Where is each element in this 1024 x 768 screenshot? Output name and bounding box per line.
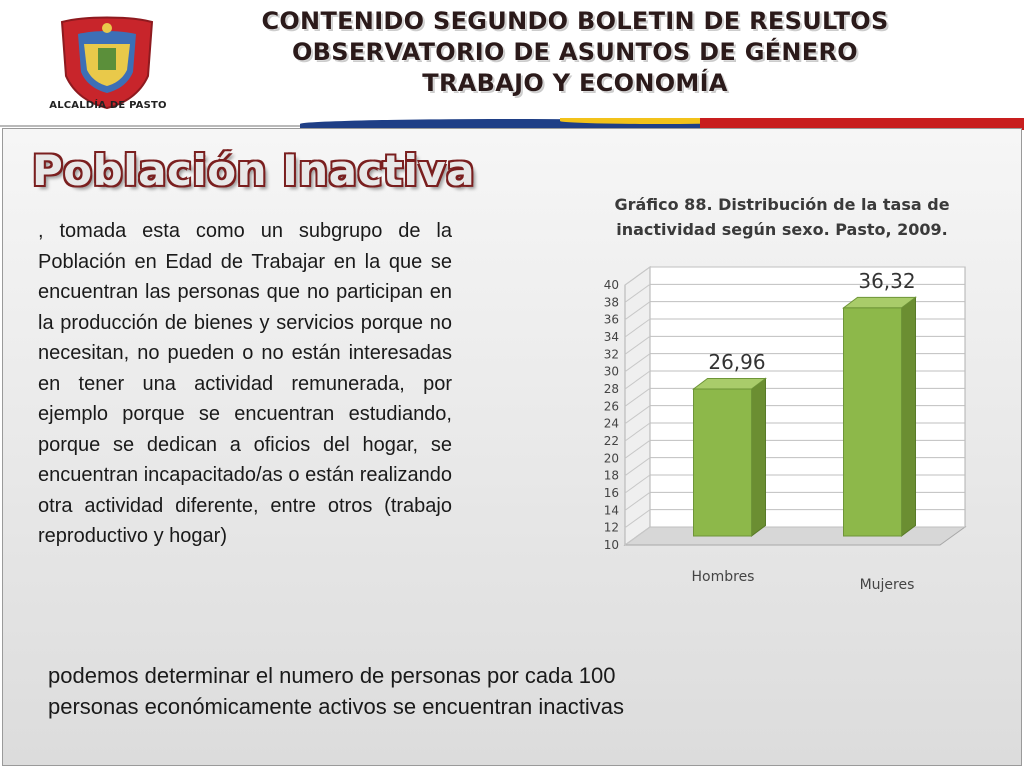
bar-side (751, 377, 766, 537)
y-tick-label: 26 (604, 399, 619, 413)
bar-chart: 10 12 14 16 18 20 22 24 26 28 30 32 34 36 38 40 26,96 Hom… (604, 266, 967, 593)
coat-of-arms-logo (60, 16, 154, 110)
header: ALCALDÍA DE PASTO CONTENIDO SEGUNDO BOLE… (0, 0, 1024, 130)
gridline-side (624, 318, 651, 338)
header-title-line-1: CONTENIDO SEGUNDO BOLETIN DE RESULTOS (261, 7, 889, 35)
gridline-side (624, 474, 651, 494)
body-paragraph: , tomada esta como un subgrupo de la Pob… (38, 220, 452, 547)
bottom-paragraph: podemos determinar el numero de personas… (48, 663, 624, 719)
y-tick-label: 30 (604, 365, 619, 379)
gridline-side (624, 491, 651, 511)
gridline-side (624, 266, 651, 286)
x-tick-label: Mujeres (860, 577, 915, 593)
chart-side-wall (624, 266, 651, 546)
gridline-side (624, 301, 651, 321)
gridline-side (624, 353, 651, 373)
x-tick-label: Hombres (692, 569, 755, 585)
gridline-side (624, 370, 651, 390)
bar (843, 307, 902, 537)
gridline-side (624, 283, 651, 303)
y-tick-label: 34 (604, 330, 619, 344)
y-tick-label: 14 (604, 503, 619, 517)
header-title: CONTENIDO SEGUNDO BOLETIN DE RESULTOS OB… (250, 6, 900, 99)
y-tick-label: 24 (604, 417, 619, 431)
gridline-side (624, 509, 651, 529)
gridline-side (624, 526, 651, 546)
gridline-side (624, 405, 651, 425)
data-label: 26,96 (708, 350, 765, 374)
header-title-line-3: TRABAJO Y ECONOMÍA (422, 69, 728, 97)
bar (693, 388, 752, 537)
section-title: Población Inactiva (32, 146, 476, 195)
chart-title: Gráfico 88. Distribución de la tasa de i… (614, 195, 950, 239)
flag-band-red (700, 118, 1024, 130)
y-tick-label: 40 (604, 278, 619, 292)
y-tick-label: 12 (604, 521, 619, 535)
y-tick-label: 10 (604, 538, 619, 552)
y-tick-label: 22 (604, 434, 619, 448)
logo-caption: ALCALDÍA DE PASTO (49, 100, 167, 111)
y-tick-label: 20 (604, 451, 619, 465)
gridline-side (624, 422, 651, 442)
y-tick-label: 32 (604, 347, 619, 361)
data-label: 36,32 (858, 269, 915, 293)
y-tick-label: 16 (604, 486, 619, 500)
y-tick-label: 18 (604, 469, 619, 483)
y-tick-label: 28 (604, 382, 619, 396)
gridline-side (624, 335, 651, 355)
bar-side (901, 296, 916, 537)
gridline-side (624, 439, 651, 459)
flag-band-yellow (560, 118, 760, 124)
gridline-side (624, 387, 651, 407)
chart-floor (623, 526, 967, 546)
y-tick-label: 36 (604, 313, 619, 327)
y-tick-label: 38 (604, 295, 619, 309)
flag-band-blue (300, 119, 720, 129)
flag-color-band (0, 118, 1024, 130)
gridline-side (624, 457, 651, 477)
header-title-line-2: OBSERVATORIO DE ASUNTOS DE GÉNERO (291, 38, 858, 66)
